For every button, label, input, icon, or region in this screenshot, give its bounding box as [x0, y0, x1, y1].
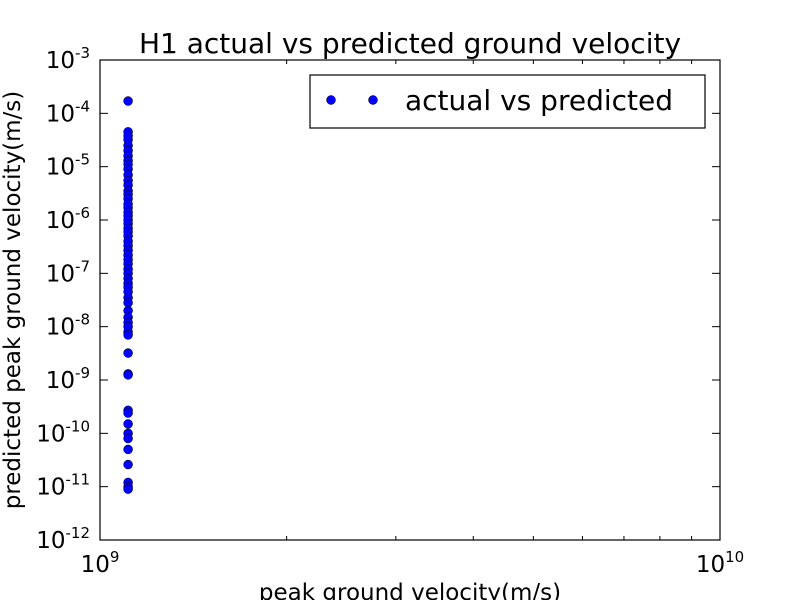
- chart-title: H1 actual vs predicted ground velocity: [139, 27, 681, 60]
- data-point: [123, 370, 133, 380]
- y-tick-label: 10-3: [46, 44, 90, 74]
- y-tick-label: 10-5: [46, 151, 90, 181]
- y-tick-label: 10-4: [46, 97, 90, 127]
- y-axis-label: predicted peak ground velocity(m/s): [0, 91, 26, 510]
- y-tick-label: 10-6: [46, 204, 90, 234]
- data-point: [123, 433, 133, 444]
- x-axis-label: peak ground velocity(m/s): [259, 580, 561, 600]
- data-point: [123, 330, 133, 340]
- x-tick-label: 1010: [696, 548, 744, 578]
- legend-label: actual vs predicted: [405, 84, 673, 117]
- legend: actual vs predicted: [309, 74, 706, 129]
- axis-ticks: [99, 59, 721, 541]
- y-tick-label: 10-7: [46, 257, 90, 287]
- x-tick-label: 109: [81, 548, 120, 578]
- data-point: [123, 408, 133, 418]
- data-point: [123, 459, 133, 470]
- y-tick-label: 10-11: [36, 471, 90, 501]
- legend-marker: [368, 95, 378, 105]
- data-point: [123, 348, 133, 358]
- data-point: [123, 444, 133, 455]
- data-point: [123, 96, 133, 106]
- data-points: [123, 96, 133, 494]
- y-tick-label: 10-10: [36, 417, 90, 447]
- y-tick-label: 10-12: [36, 524, 90, 554]
- legend-marker: [326, 95, 336, 105]
- data-point: [123, 484, 133, 494]
- y-tick-label: 10-8: [46, 311, 90, 341]
- plot-area: [99, 59, 721, 541]
- data-point: [123, 419, 133, 429]
- y-tick-label: 10-9: [46, 364, 90, 394]
- tick-labels: 109 1010 10-12 10-11 10-10 10-9 10-8 10-7 10-6 10…: [36, 44, 744, 578]
